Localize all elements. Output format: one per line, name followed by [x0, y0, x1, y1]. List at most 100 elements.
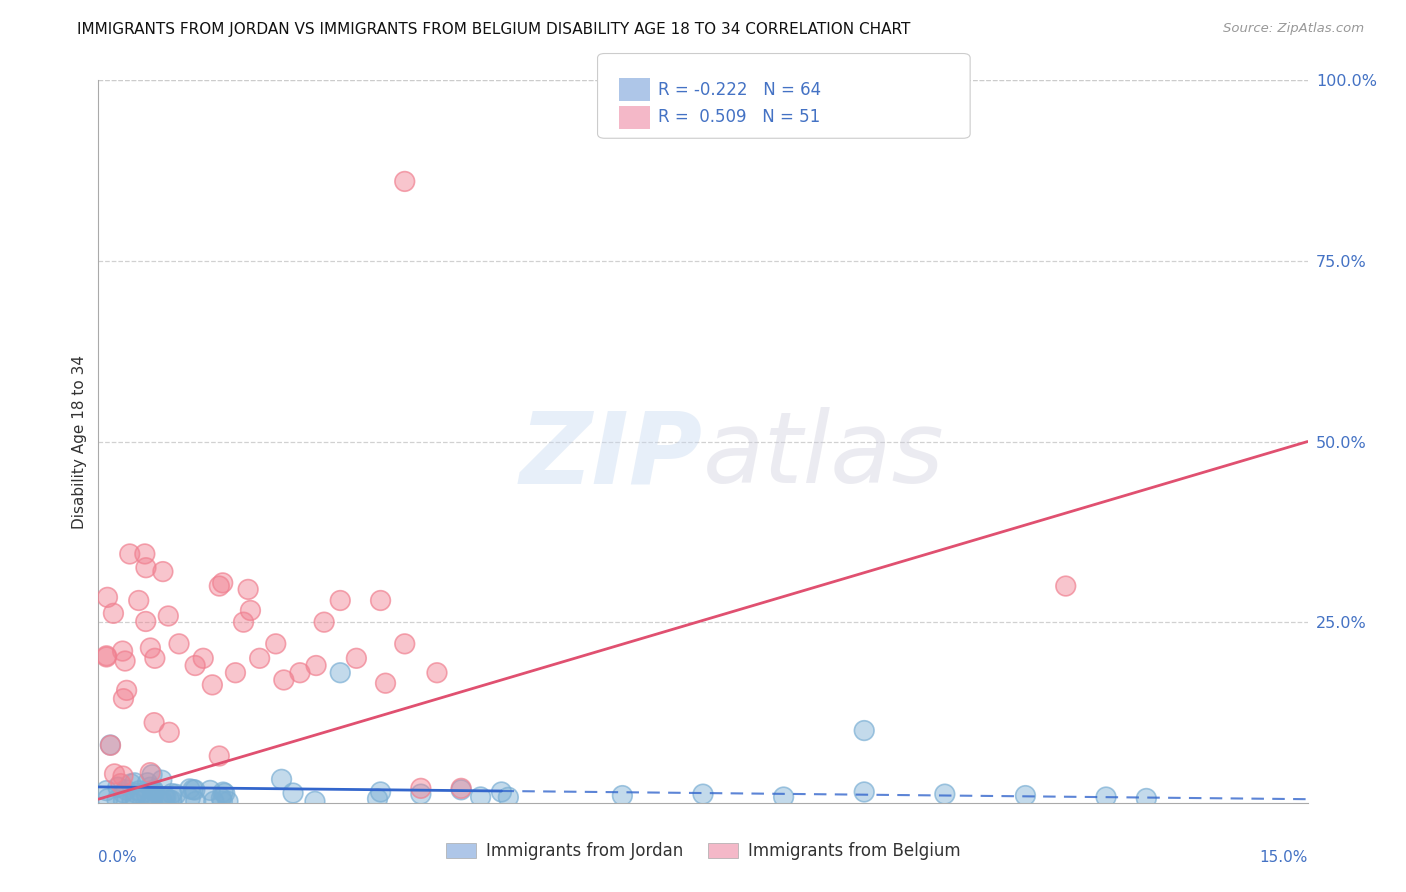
Point — [124, 791, 146, 805]
Point — [128, 593, 150, 607]
Point — [121, 794, 143, 808]
Text: R =  0.509   N = 51: R = 0.509 N = 51 — [658, 108, 820, 126]
Point — [1135, 791, 1157, 805]
Point — [143, 715, 166, 730]
Point — [202, 794, 225, 808]
Text: 15.0%: 15.0% — [1260, 850, 1308, 864]
Point — [853, 785, 876, 799]
Point — [160, 793, 183, 807]
Point — [344, 651, 367, 665]
Point — [139, 640, 162, 655]
Point — [160, 787, 183, 801]
Point — [139, 780, 162, 795]
Point — [111, 644, 134, 658]
Point — [370, 593, 392, 607]
Point — [304, 794, 326, 808]
Point — [270, 772, 292, 787]
Point — [208, 579, 231, 593]
Point — [160, 793, 183, 807]
Point — [249, 651, 271, 665]
Point — [314, 615, 336, 630]
Point — [212, 785, 235, 799]
Point — [118, 547, 141, 561]
Point — [107, 780, 129, 794]
Text: Source: ZipAtlas.com: Source: ZipAtlas.com — [1223, 22, 1364, 36]
Point — [249, 651, 271, 665]
Point — [853, 723, 876, 738]
Point — [208, 749, 231, 764]
Point — [211, 794, 233, 808]
Point — [394, 637, 416, 651]
Point — [131, 787, 153, 801]
Point — [97, 791, 120, 805]
Point — [152, 565, 174, 579]
Point — [305, 658, 328, 673]
Y-axis label: Disability Age 18 to 34: Disability Age 18 to 34 — [72, 354, 87, 529]
Point — [281, 786, 304, 800]
Point — [409, 787, 432, 801]
Point — [214, 786, 236, 800]
Point — [239, 603, 262, 617]
Point — [125, 786, 148, 800]
Point — [370, 593, 392, 607]
Point — [105, 793, 128, 807]
Point — [160, 787, 183, 801]
Point — [115, 783, 138, 797]
Point — [198, 783, 221, 797]
Point — [179, 781, 201, 796]
Point — [288, 665, 311, 680]
Point — [135, 615, 157, 629]
Point — [112, 691, 135, 706]
Point — [270, 772, 292, 787]
Point — [211, 575, 233, 590]
Point — [98, 738, 121, 752]
Point — [179, 781, 201, 796]
Point — [155, 790, 177, 805]
Point — [450, 782, 472, 797]
Point — [212, 785, 235, 799]
Point — [470, 789, 492, 804]
Point — [165, 787, 187, 801]
Point — [141, 791, 163, 805]
Point — [112, 794, 135, 808]
Point — [141, 792, 163, 806]
Point — [115, 683, 138, 698]
Point — [157, 793, 180, 807]
Point — [853, 785, 876, 799]
Point — [181, 782, 204, 797]
Legend: Immigrants from Jordan, Immigrants from Belgium: Immigrants from Jordan, Immigrants from … — [439, 836, 967, 867]
Point — [135, 560, 157, 574]
Point — [1095, 790, 1118, 805]
Point — [141, 791, 163, 805]
Point — [184, 658, 207, 673]
Point — [100, 739, 122, 753]
Point — [143, 785, 166, 799]
Point — [143, 651, 166, 665]
Point — [139, 765, 162, 780]
Point — [498, 790, 520, 805]
Point — [692, 787, 714, 801]
Point — [111, 644, 134, 658]
Point — [96, 783, 118, 797]
Point — [143, 715, 166, 730]
Point — [232, 615, 254, 630]
Point — [201, 678, 224, 692]
Point — [124, 776, 146, 790]
Point — [184, 783, 207, 797]
Point — [131, 787, 153, 801]
Point — [1135, 791, 1157, 805]
Point — [134, 547, 156, 561]
Point — [124, 776, 146, 790]
Point — [142, 783, 165, 797]
Point — [150, 794, 173, 808]
Point — [198, 783, 221, 797]
Text: ZIP: ZIP — [520, 408, 703, 505]
Point — [264, 637, 287, 651]
Point — [157, 725, 180, 739]
Point — [134, 547, 156, 561]
Point — [239, 603, 262, 617]
Point — [394, 174, 416, 188]
Point — [184, 658, 207, 673]
Point — [157, 609, 180, 624]
Point — [209, 791, 232, 805]
